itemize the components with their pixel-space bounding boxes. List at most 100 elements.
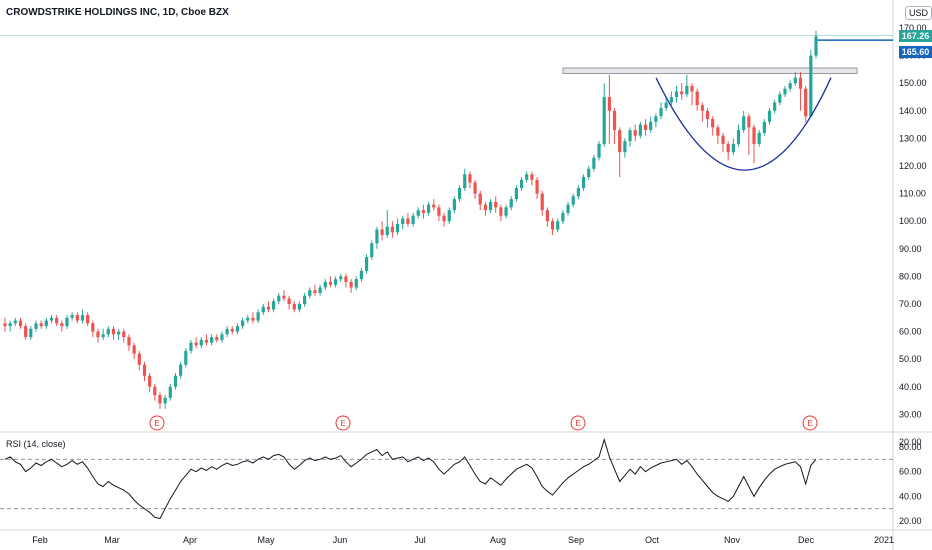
candle [525,171,529,183]
marker-price-badge: 165.60 [899,46,932,59]
earnings-marker[interactable]: E [802,415,818,431]
candle [44,317,48,329]
price-tick-label: 70.00 [899,299,922,309]
candle [277,292,281,304]
candle [452,196,457,213]
time-axis[interactable]: Feb Mar Apr May Jun Jul Aug Sep Oct Nov Dec 2021 [32,535,894,545]
candle [194,337,198,349]
candle [587,166,591,180]
candle [602,83,606,147]
candle [344,273,348,288]
price-axis[interactable]: 20.00 30.00 40.00 50.00 60.00 70.00 80.00 90.00… [899,23,927,526]
candle [261,304,265,316]
candle [540,190,544,216]
candle [566,201,570,216]
time-tick-label: Nov [724,535,741,545]
candle [690,83,694,106]
candle [75,312,79,324]
candle [721,132,725,153]
candle [457,185,462,202]
candle [473,179,477,200]
candle [643,119,648,136]
time-tick-label: Sep [568,535,584,545]
candle [669,91,673,106]
candle [323,279,327,291]
earnings-marker[interactable]: E [149,415,165,431]
price-tick-label: 140.00 [899,106,927,116]
candle [488,199,493,213]
price-tick-label: 150.00 [899,78,927,88]
candle [215,334,219,343]
candle [804,85,808,122]
candle [292,301,296,313]
currency-button[interactable]: USD [905,6,932,20]
rsi-title: RSI (14, close) [6,439,66,449]
candle [246,315,250,324]
time-tick-label: Dec [798,535,815,545]
candle [571,193,575,208]
candle [736,124,741,147]
candle [385,210,389,238]
svg-text:E: E [575,419,580,428]
candle [700,102,704,122]
earnings-marker[interactable]: E [335,415,351,431]
candle [659,102,663,120]
candle [96,328,100,343]
rsi-tick-label: 60.00 [899,467,922,477]
candle [437,204,441,222]
candle [8,320,12,332]
candle [39,320,43,329]
candle [809,50,813,117]
price-tick-label: 130.00 [899,133,927,143]
time-tick-label: Mar [104,535,120,545]
candle [91,320,95,338]
candle [18,317,23,329]
price-candles [3,30,818,409]
candle [633,124,637,142]
candle [287,295,291,310]
candle [674,85,679,103]
candle [597,141,601,161]
svg-text:E: E [807,419,812,428]
candle [272,298,276,313]
candle [426,201,431,216]
candle [168,384,172,401]
candle [695,88,699,111]
rsi-tick-label: 40.00 [899,491,922,501]
price-tick-label: 40.00 [899,382,922,392]
price-tick-label: 80.00 [899,271,922,281]
candle [308,287,312,299]
candle [235,323,240,335]
price-tick-label: 20.00 [899,437,922,447]
candle [122,328,126,343]
candle [34,320,38,332]
candle [375,226,379,249]
candle [788,80,792,92]
candle [581,174,586,191]
candle [318,284,322,296]
earnings-marker[interactable]: E [570,415,586,431]
candle [432,199,436,211]
candle [463,168,467,191]
candle [711,116,715,136]
candle [421,204,426,219]
candle [494,196,498,213]
price-tick-label: 30.00 [899,409,922,419]
candle [359,268,364,282]
candle [189,339,193,354]
price-tick-label: 60.00 [899,327,922,337]
candle [210,334,214,346]
time-tick-label: May [257,535,275,545]
candle [654,113,658,128]
candle [664,97,668,111]
candle [716,124,720,144]
candle [256,309,260,324]
candle [612,108,617,144]
candle [29,326,33,340]
candle [153,384,157,401]
chart-title: CROWDSTRIKE HOLDINGS INC, 1D, Cboe BZX [6,7,229,18]
candle [814,30,818,59]
candle [519,177,524,191]
